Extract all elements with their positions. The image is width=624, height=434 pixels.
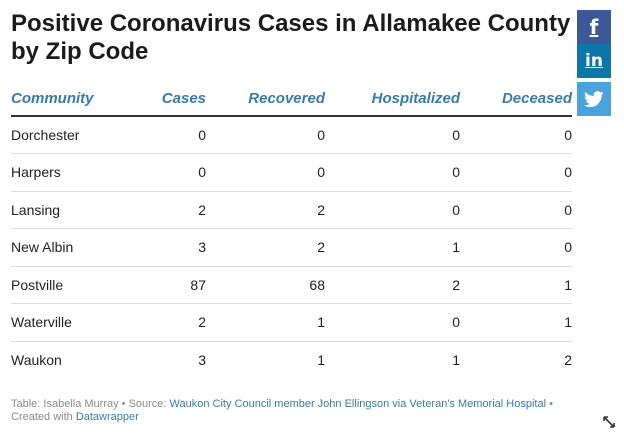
cell-cases: 87 <box>154 266 206 304</box>
table-footer: Table: Isabella Murray • Source: Waukon … <box>11 398 571 424</box>
cell-hospitalized: 0 <box>325 303 460 342</box>
footer-separator: • Source: <box>118 398 170 410</box>
cell-cases: 0 <box>154 153 206 192</box>
cell-deceased: 0 <box>460 191 572 229</box>
column-header-cases[interactable]: Cases <box>154 82 206 117</box>
cell-recovered: 0 <box>206 116 325 154</box>
cell-deceased: 0 <box>460 153 572 192</box>
cell-community: Dorchester <box>11 116 154 154</box>
cell-recovered: 68 <box>206 266 325 304</box>
cell-hospitalized: 0 <box>325 191 460 229</box>
cell-community: Postville <box>11 266 154 304</box>
table-body: Dorchester 0 0 0 0 Harpers 0 0 0 0 Lansi… <box>11 116 572 379</box>
datawrapper-link[interactable]: Datawrapper <box>75 411 139 423</box>
column-header-community[interactable]: Community <box>11 82 154 117</box>
cell-recovered: 1 <box>317 352 325 368</box>
cell-deceased: 2 <box>564 352 572 368</box>
cell-community: Harpers <box>11 153 154 192</box>
cell-deceased: 1 <box>460 266 572 304</box>
cell-deceased: 0 <box>460 228 572 267</box>
table-header-row: Community Cases Recovered Hospitalized D… <box>11 82 572 117</box>
cell-recovered: 0 <box>206 153 325 192</box>
source-link[interactable]: Waukon City Council member John Ellingso… <box>169 398 547 410</box>
table-row: Waterville 2 1 0 1 <box>11 303 572 342</box>
table-row: New Albin 3 2 1 0 <box>11 228 572 267</box>
cell-hospitalized: 0 <box>325 153 460 192</box>
table-row: Dorchester 0 0 0 0 <box>11 116 572 154</box>
cell-recovered: 1 <box>206 303 325 342</box>
cell-cases: 0 <box>154 116 206 154</box>
chart-title: Positive Coronavirus Cases in Allamakee … <box>11 10 571 65</box>
cell-community: Waukon <box>11 352 62 368</box>
column-header-hospitalized[interactable]: Hospitalized <box>325 82 460 117</box>
cell-hospitalized: 2 <box>325 266 460 304</box>
cell-community: New Albin <box>11 228 154 267</box>
twitter-icon <box>584 90 604 107</box>
column-header-recovered[interactable]: Recovered <box>206 82 325 117</box>
linkedin-icon: in <box>585 51 603 71</box>
cell-hospitalized: 0 <box>325 116 460 154</box>
cell-hospitalized: 1 <box>452 352 460 368</box>
twitter-share-button[interactable] <box>577 82 611 116</box>
cell-hospitalized: 1 <box>325 228 460 267</box>
cell-cases: 2 <box>154 303 206 342</box>
table-row: Postville 87 68 2 1 <box>11 266 572 304</box>
facebook-icon: f <box>589 15 599 39</box>
cell-cases: 3 <box>154 228 206 267</box>
cell-deceased: 0 <box>460 116 572 154</box>
table-row: Harpers 0 0 0 0 <box>11 153 572 192</box>
cell-cases: 2 <box>154 191 206 229</box>
table-row: Waukon 3 1 1 2 <box>11 341 572 379</box>
data-table: Community Cases Recovered Hospitalized D… <box>11 82 572 379</box>
column-header-deceased[interactable]: Deceased <box>460 82 572 117</box>
cell-cases: 3 <box>198 352 206 368</box>
cell-recovered: 2 <box>206 228 325 267</box>
resize-icon[interactable] <box>603 416 615 428</box>
linkedin-share-button[interactable]: in <box>577 44 611 78</box>
table-credit: Table: Isabella Murray <box>11 398 119 410</box>
cell-recovered: 2 <box>206 191 325 229</box>
cell-deceased: 1 <box>460 303 572 342</box>
footer-separator: • Created with <box>11 398 553 423</box>
cell-community: Waterville <box>11 303 154 342</box>
cell-community: Lansing <box>11 191 154 229</box>
table-row: Lansing 2 2 0 0 <box>11 191 572 229</box>
facebook-share-button[interactable]: f <box>577 10 611 44</box>
